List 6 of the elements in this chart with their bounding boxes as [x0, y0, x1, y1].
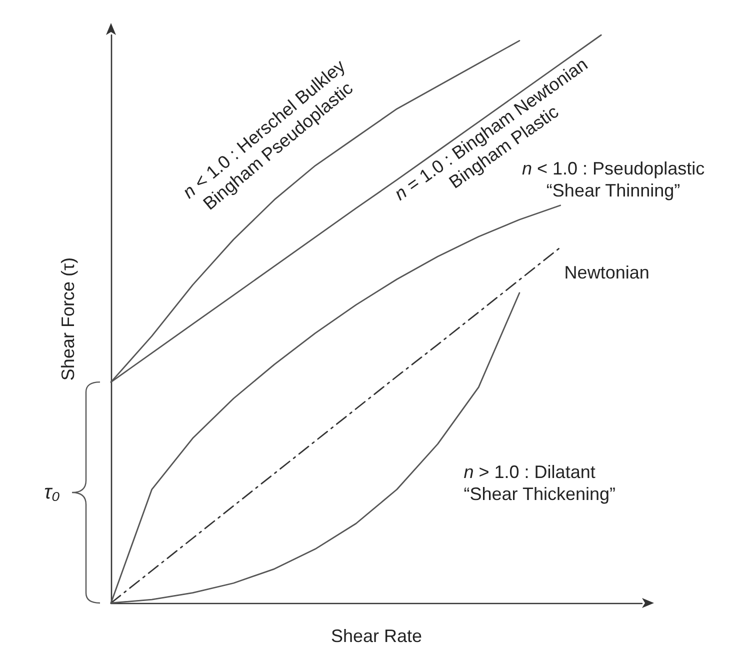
text: τ₀ — [44, 482, 60, 504]
series-label: n < 1.0 : Pseudoplastic “Shear Thinning” — [522, 158, 705, 200]
series-label: n > 1.0 : Dilatant “Shear Thickening” — [464, 462, 616, 504]
y-axis-title: Shear Force (τ) — [58, 257, 78, 381]
series-label: Newtonian — [564, 262, 650, 282]
x-axis-title: Shear Rate — [330, 626, 422, 646]
